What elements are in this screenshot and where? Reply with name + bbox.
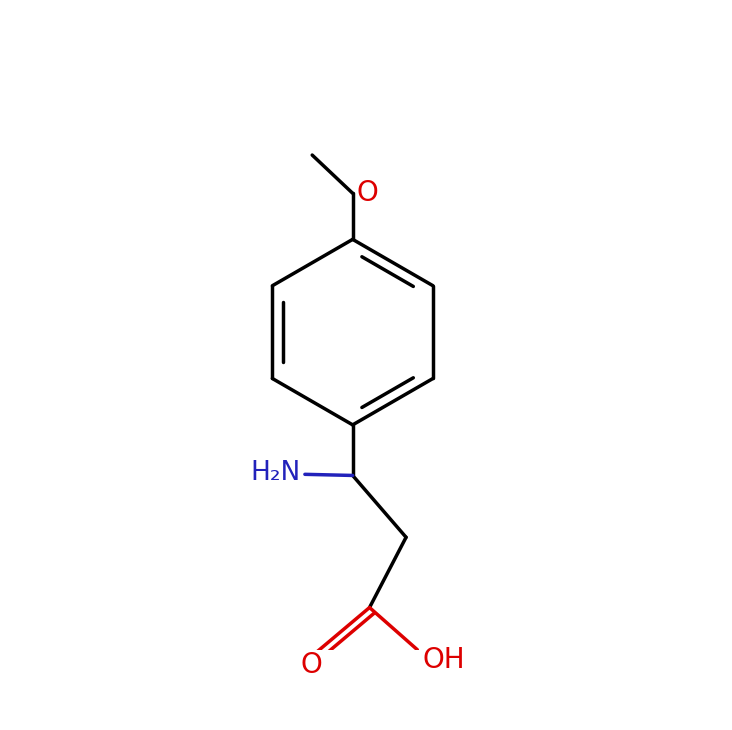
Text: O: O <box>301 651 323 679</box>
Text: O: O <box>357 180 378 207</box>
Text: H₂N: H₂N <box>250 460 300 486</box>
Text: OH: OH <box>423 646 466 674</box>
